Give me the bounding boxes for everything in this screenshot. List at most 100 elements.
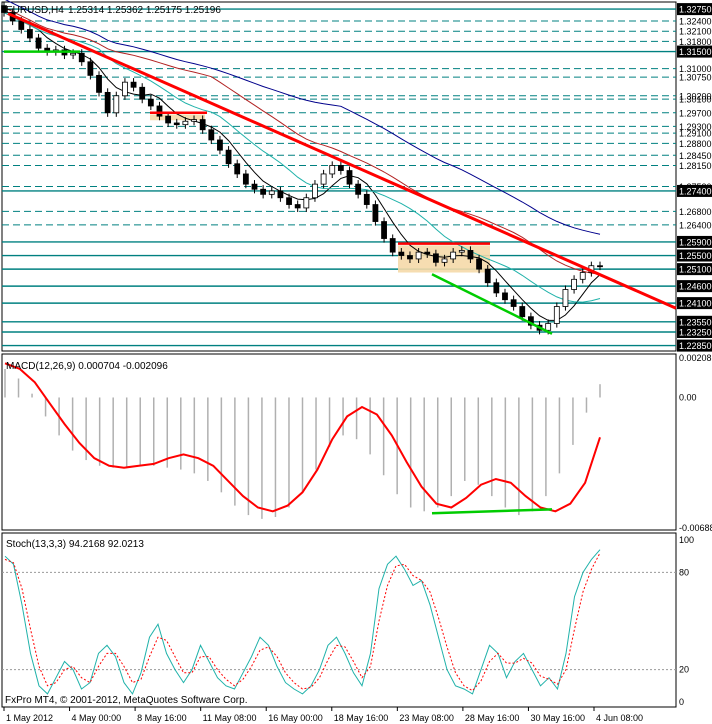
candle-body — [597, 265, 603, 268]
candle-body — [320, 173, 327, 185]
price-tick-label: 1.29300 — [679, 122, 712, 132]
price-label-box — [677, 249, 712, 262]
price-tick-label: 1.30750 — [679, 73, 712, 83]
price-tick-label: 1.30100 — [679, 95, 712, 105]
candle-body — [381, 221, 387, 239]
price-tick-label: 1.22850 — [679, 341, 712, 351]
ma-fast — [3, 12, 601, 321]
candle-body — [424, 251, 431, 255]
candle-body — [493, 282, 500, 294]
price-label-box — [677, 263, 712, 276]
candle-body — [113, 95, 120, 114]
candle-body — [208, 129, 215, 141]
candle-body — [242, 173, 249, 185]
candle-body — [87, 61, 94, 76]
time-tick-label: 30 May 16:00 — [530, 713, 585, 723]
price-tick-label: 1.26800 — [679, 207, 712, 217]
candle-body — [182, 120, 189, 126]
macd-tick-label: 0.00 — [679, 392, 697, 402]
candle-body — [502, 292, 508, 301]
trend-annotations — [4, 12, 677, 335]
candle-body — [562, 289, 569, 307]
candle-body — [251, 183, 258, 190]
price-tick-label: 1.29100 — [679, 129, 712, 139]
price-panel-frame — [1, 1, 677, 352]
candle-body — [571, 278, 577, 290]
candle-body — [234, 163, 241, 175]
macd-panel-frame — [1, 353, 677, 531]
time-tick-label: 1 May 2012 — [6, 713, 53, 723]
candle-body — [18, 20, 25, 30]
candle-body — [104, 91, 111, 114]
consolidation-zones — [150, 114, 490, 273]
price-tick-label: 1.25100 — [679, 265, 712, 275]
price-label-box — [677, 184, 712, 197]
candle-body — [1, 5, 7, 13]
stoch-panel-frame — [1, 532, 677, 708]
stoch-header: Stoch(13,3,3) 94.2168 92.0213 — [6, 539, 144, 550]
candle-body — [355, 183, 362, 195]
stoch-tick-label: 0 — [679, 697, 684, 707]
support-trendline — [431, 273, 553, 335]
macd-signal-line — [4, 362, 601, 513]
time-tick-label: 18 May 16:00 — [334, 713, 389, 723]
candle-body — [329, 165, 336, 175]
moving-averages — [3, 0, 601, 321]
price-tick-label: 1.32750 — [679, 5, 712, 15]
candle-body — [363, 193, 370, 205]
candle-body — [432, 253, 439, 263]
price-tick-label: 1.25900 — [679, 237, 712, 247]
price-tick-label: 1.25500 — [679, 251, 712, 261]
candle-body — [191, 119, 197, 122]
price-tick-label: 1.28450 — [679, 151, 712, 161]
price-tick-label: 1.29700 — [679, 108, 712, 118]
candle-body — [147, 98, 154, 107]
candle-body — [286, 197, 292, 205]
candle-body — [217, 139, 223, 151]
candle-body — [35, 37, 42, 49]
stoch-signal-line — [4, 552, 601, 692]
price-tick-label: 1.24100 — [679, 299, 712, 309]
price-candles — [1, 1, 603, 335]
candle-body — [199, 119, 206, 131]
candle-body — [139, 86, 146, 100]
candle-body — [510, 299, 517, 307]
ma-slow — [3, 6, 601, 275]
consolidation-zone — [150, 114, 205, 121]
candle-body — [407, 255, 413, 260]
downtrend-line — [7, 12, 677, 310]
ohlc-header: 1.25314 1.25362 1.25175 1.25196 — [68, 5, 221, 16]
price-tick-label: 1.26400 — [679, 220, 712, 230]
price-label-box — [677, 280, 712, 293]
candle-body — [476, 258, 482, 270]
candle-body — [165, 115, 172, 124]
candle-body — [415, 251, 422, 260]
candle-body — [389, 238, 396, 253]
candle-body — [294, 204, 301, 209]
price-tick-label: 1.32100 — [679, 27, 712, 37]
candle-body — [70, 52, 77, 56]
candle-body — [579, 272, 586, 280]
ma-long — [5, 0, 601, 235]
candle-body — [303, 197, 310, 209]
price-tick-label: 1.31500 — [679, 47, 712, 57]
candle-body — [78, 52, 85, 63]
time-tick-label: 16 May 00:00 — [268, 713, 323, 723]
candle-body — [268, 190, 275, 195]
candle-body — [337, 165, 344, 171]
candle-body — [260, 188, 267, 195]
candle-body — [346, 170, 353, 185]
candle-body — [458, 250, 465, 253]
candle-body — [122, 81, 128, 97]
candle-body — [173, 122, 180, 126]
candle-body — [450, 251, 457, 260]
candle-body — [545, 323, 552, 331]
candle-body — [372, 204, 379, 222]
candle-body — [130, 81, 137, 88]
price-tick-label: 1.31000 — [679, 64, 712, 74]
candle-body — [519, 306, 526, 318]
price-label-box — [677, 3, 712, 16]
